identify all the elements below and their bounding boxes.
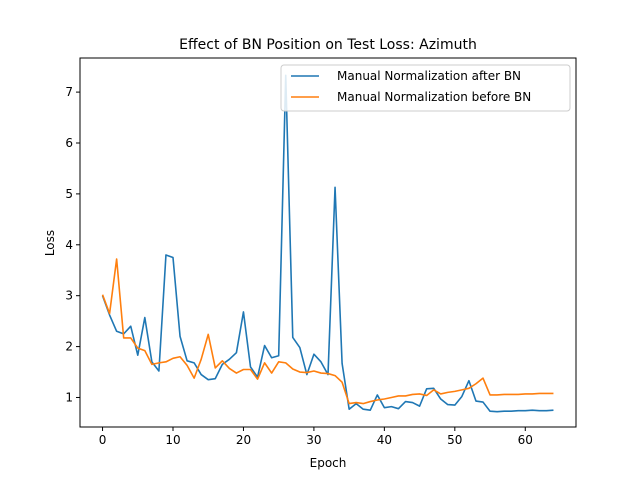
- y-tick-label-2: 2: [65, 340, 73, 354]
- x-tick-label-40: 40: [377, 433, 392, 447]
- plot-frame: [79, 57, 577, 428]
- y-axis-label: Loss: [43, 230, 57, 256]
- legend-box: [280, 64, 571, 112]
- y-tick-label-7: 7: [65, 85, 73, 99]
- legend-label-manual-normalization-after-bn: Manual Normalization after BN: [337, 69, 521, 83]
- y-tick-label-6: 6: [65, 136, 73, 150]
- y-tick-label-5: 5: [65, 187, 73, 201]
- legend: Manual Normalization after BN Manual Norm…: [280, 64, 571, 112]
- x-tick-label-30: 30: [306, 433, 321, 447]
- x-tick-label-10: 10: [165, 433, 180, 447]
- x-tick-label-60: 60: [518, 433, 533, 447]
- plot-series: [101, 74, 554, 413]
- series-line-manual-normalization-before-bn: [101, 258, 554, 405]
- x-axis: 0 10 20 30 40 50 60: [99, 427, 533, 447]
- y-tick-label-3: 3: [65, 289, 73, 303]
- y-tick-label-4: 4: [65, 238, 73, 252]
- x-tick-label-20: 20: [236, 433, 251, 447]
- x-axis-label: Epoch: [310, 456, 347, 470]
- x-tick-label-50: 50: [447, 433, 462, 447]
- series-line-manual-normalization-after-bn: [101, 74, 554, 413]
- legend-label-manual-normalization-before-bn: Manual Normalization before BN: [337, 90, 531, 104]
- y-tick-label-1: 1: [65, 390, 73, 404]
- y-axis: 1 2 3 4 5 6 7: [65, 85, 80, 404]
- chart-title: Effect of BN Position on Test Loss: Azim…: [179, 37, 477, 53]
- x-tick-label-0: 0: [99, 433, 107, 447]
